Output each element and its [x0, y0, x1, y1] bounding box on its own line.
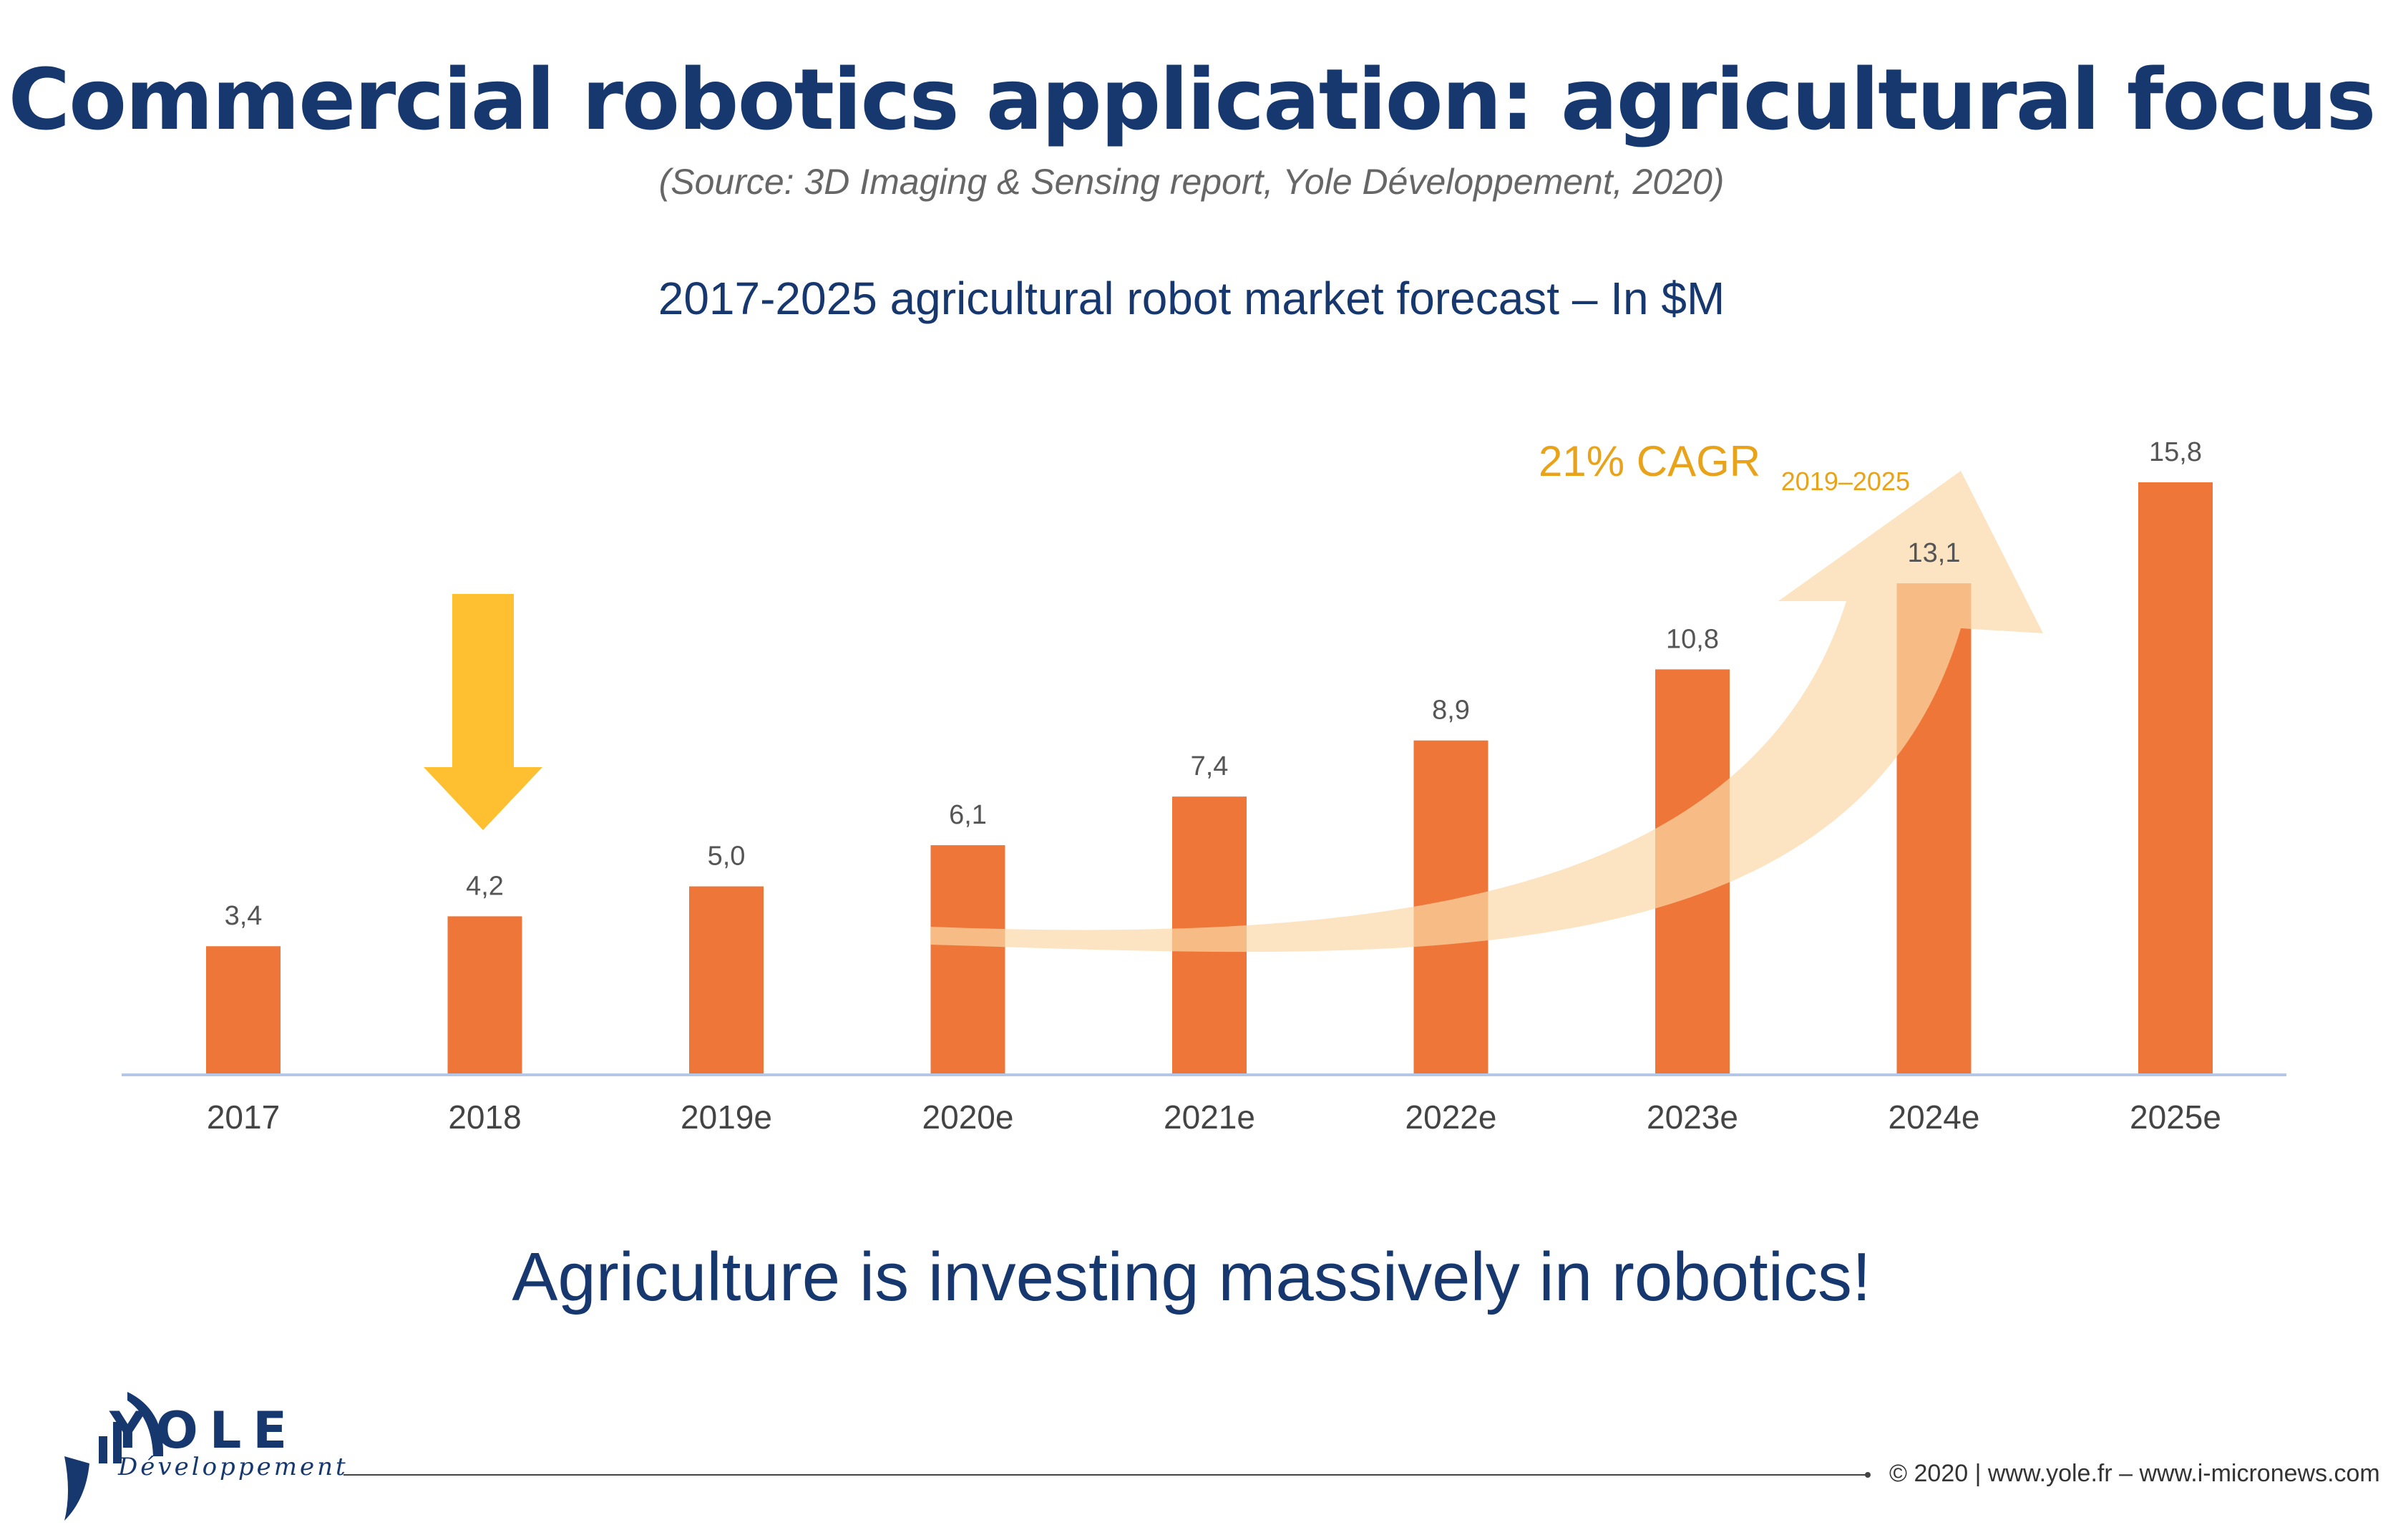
cagr-trend-arrow — [930, 471, 2043, 952]
tick-label-2020e: 2020e — [922, 1098, 1014, 1136]
source-note: (Source: 3D Imaging & Sensing report, Yo… — [658, 162, 1725, 202]
bar-2018 — [447, 916, 522, 1073]
value-labels: 3,4 4,2 5,0 6,1 7,4 8,9 10,8 13,1 15,8 — [225, 437, 2202, 931]
value-label-2017: 3,4 — [225, 901, 263, 931]
tick-label-2017: 2017 — [207, 1098, 280, 1136]
yole-logo-icon — [64, 1392, 164, 1521]
cagr-label: 21% CAGR 2019–2025 — [1539, 437, 1910, 496]
highlight-2018-arrow — [424, 594, 542, 830]
chart-title: 2017-2025 agricultural robot market fore… — [658, 273, 1725, 324]
tick-label-2021e: 2021e — [1164, 1098, 1255, 1136]
bar-chart: 2017 2018 2019e 2020e 2021e 2022e 2023e 2024e 20… — [122, 437, 2286, 1136]
x-tick-labels: 2017 2018 2019e 2020e 2021e 2022e 2023e 2024e 20… — [207, 1098, 2221, 1136]
logo-wordmark: YOLE — [109, 1401, 299, 1460]
bar-2017 — [206, 946, 281, 1073]
value-label-2019e: 5,0 — [708, 842, 746, 872]
value-label-2021e: 7,4 — [1191, 751, 1229, 781]
page-title: Commercial robotics application: agricul… — [8, 50, 2377, 149]
tick-label-2025e: 2025e — [2130, 1098, 2221, 1136]
tick-label-2022e: 2022e — [1405, 1098, 1497, 1136]
bar-2020e — [930, 845, 1005, 1073]
value-label-2018: 4,2 — [466, 871, 504, 901]
tick-label-2024e: 2024e — [1889, 1098, 1980, 1136]
value-label-2024e: 13,1 — [1908, 538, 1961, 568]
value-label-2022e: 8,9 — [1432, 696, 1470, 726]
logo-subtitle: Développement — [118, 1453, 349, 1481]
cagr-period: 2019–2025 — [1781, 467, 1910, 496]
tick-label-2023e: 2023e — [1647, 1098, 1738, 1136]
tick-label-2019e: 2019e — [681, 1098, 772, 1136]
tick-label-2018: 2018 — [448, 1098, 521, 1136]
footer-divider — [343, 1474, 1868, 1476]
footer-copyright: © 2020 | www.yole.fr – www.i-micronews.c… — [1889, 1460, 2380, 1487]
cagr-value: 21% CAGR — [1539, 437, 1760, 485]
tagline: Agriculture is investing massively in ro… — [512, 1239, 1871, 1315]
bar-2025e — [2138, 482, 2213, 1073]
footer-divider-end — [1865, 1472, 1871, 1478]
value-label-2023e: 10,8 — [1666, 624, 1719, 654]
value-label-2020e: 6,1 — [949, 800, 987, 830]
value-label-2025e: 15,8 — [2149, 437, 2202, 467]
bar-2019e — [689, 886, 764, 1073]
